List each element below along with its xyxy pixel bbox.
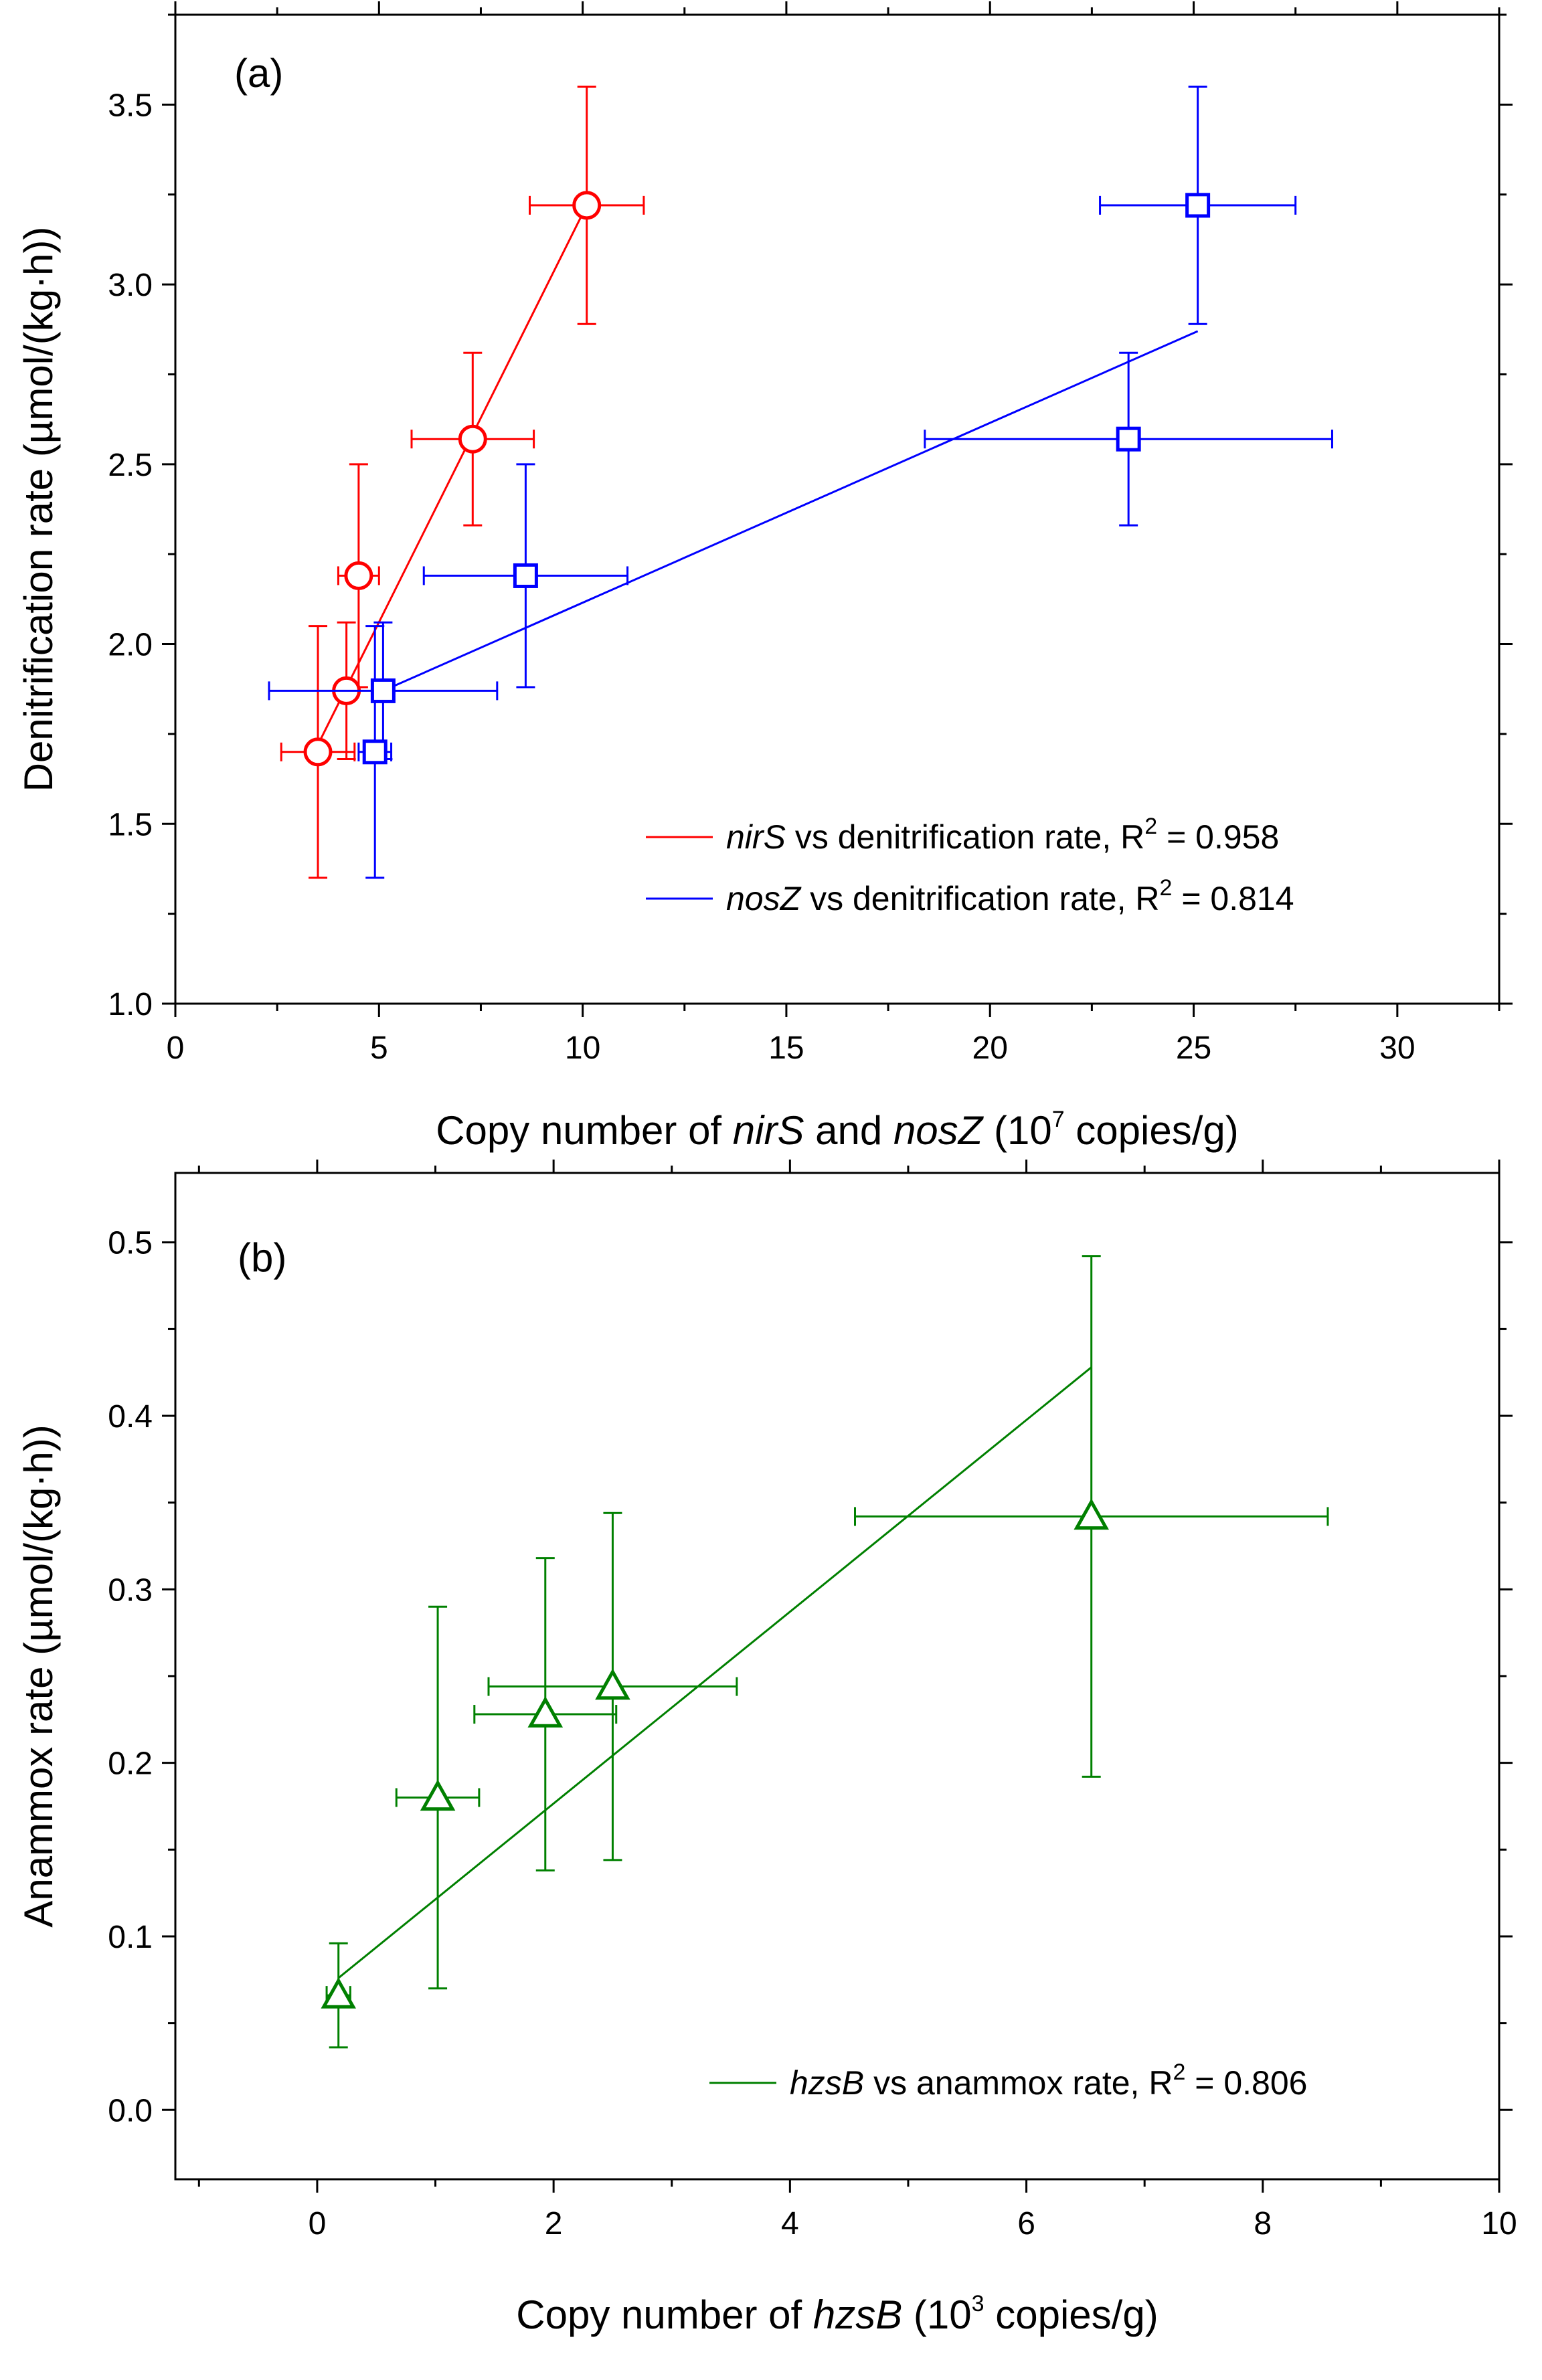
data-point — [595, 1668, 630, 1700]
y-tick-label: 0.1 — [108, 1920, 153, 1955]
y-axis-label: Denitrification rate (µmol/(kg·h)) — [16, 227, 61, 792]
fit-line-nirS — [317, 205, 588, 745]
x-tick-label: 0 — [167, 1030, 185, 1066]
x-tick-label: 8 — [1254, 2206, 1272, 2241]
plot-frame — [174, 1172, 1501, 2181]
data-point — [1074, 1498, 1109, 1530]
y-tick-label: 0.3 — [108, 1572, 153, 1608]
fit-line-hzsB — [337, 1366, 1092, 1979]
data-point — [420, 1779, 456, 1811]
panel-b: 0 2 4 6 8 10 0.0 0.1 0.2 0.3 0.4 0.5 Anammox rate (µ… — [16, 1160, 1517, 2337]
y-tick-label: 2.0 — [108, 628, 153, 663]
data-point — [1185, 193, 1211, 218]
y-tick-label: 3.5 — [108, 88, 153, 123]
series-nosZ — [268, 85, 1333, 879]
y-tick-label: 0.4 — [108, 1399, 153, 1435]
panel-label: (a) — [234, 51, 283, 96]
x-tick-label: 6 — [1017, 2206, 1035, 2241]
panel-a: 0 5 10 15 20 25 30 1.0 1.5 2.0 2.5 3.0 3.5 Denitrific… — [16, 1, 1513, 1153]
x-tick-label: 25 — [1176, 1030, 1211, 1066]
legend-entry-hzsB: hzsB vs anammox rate, R2 = 0.806 — [790, 2059, 1307, 2102]
data-point — [321, 1977, 356, 2009]
x-tick-label: 10 — [1481, 2206, 1517, 2241]
y-tick-label: 1.0 — [108, 987, 153, 1022]
x-axis-label: Copy number of hzsB (103 copies/g) — [516, 2291, 1158, 2337]
x-tick-label: 0 — [309, 2206, 327, 2241]
data-point — [513, 563, 538, 588]
x-tick-label: 5 — [370, 1030, 388, 1066]
legend-entry-nosZ: nosZ vs denitrification rate, R2 = 0.814 — [726, 875, 1294, 917]
y-tick-label: 2.5 — [108, 448, 153, 483]
data-point — [370, 678, 396, 703]
series-hzsB — [321, 1255, 1329, 2049]
fit-line-nosZ — [374, 330, 1199, 696]
y-axis-label: Anammox rate (µmol/(kg·h)) — [16, 1425, 61, 1927]
panel-label: (b) — [238, 1235, 286, 1280]
y-tick-label: 3.0 — [108, 268, 153, 303]
legend-entry-nirS: nirS vs denitrification rate, R2 = 0.958 — [726, 814, 1279, 856]
x-tick-label: 30 — [1379, 1030, 1415, 1066]
plot-frame — [174, 13, 1501, 1005]
data-point — [572, 191, 602, 220]
y-tick-label: 1.5 — [108, 807, 153, 842]
x-tick-label: 4 — [781, 2206, 799, 2241]
x-tick-label: 10 — [565, 1030, 600, 1066]
y-tick-label: 0.0 — [108, 2093, 153, 2128]
x-axis-label: Copy number of nirS and nosZ (107 copies… — [436, 1107, 1239, 1153]
y-tick-label: 0.2 — [108, 1746, 153, 1782]
x-tick-label: 20 — [972, 1030, 1008, 1066]
y-tick-label: 0.5 — [108, 1226, 153, 1261]
data-point — [344, 561, 373, 590]
data-point — [458, 424, 487, 454]
x-tick-label: 15 — [768, 1030, 804, 1066]
series-nirS — [280, 85, 645, 879]
data-point — [303, 737, 333, 767]
data-point — [1116, 426, 1141, 452]
data-point — [362, 739, 388, 765]
data-point — [527, 1696, 564, 1728]
x-tick-label: 2 — [545, 2206, 563, 2241]
